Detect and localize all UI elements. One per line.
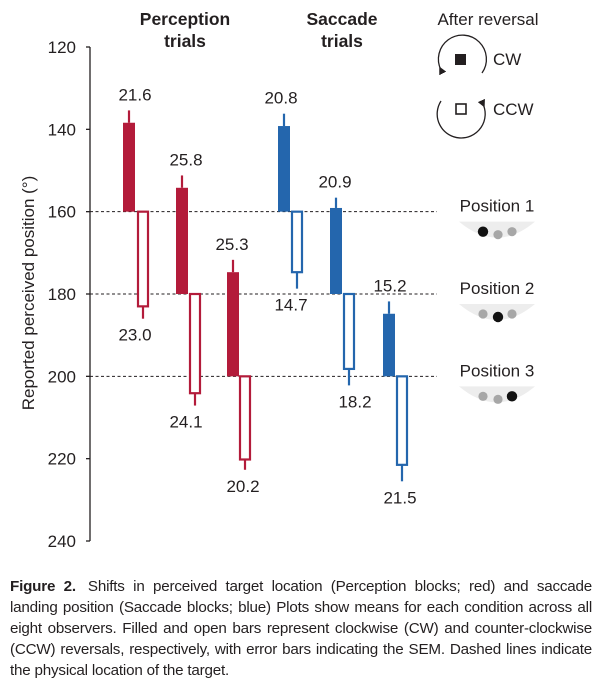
data-label: 23.0 [118,326,151,345]
clockwise-arrow-icon [437,34,488,76]
distractor-dot-icon [493,394,503,404]
distractor-dot-icon [507,227,517,237]
data-label: 20.9 [318,173,351,192]
legend-title: After reversal [437,10,538,29]
distractor-dot-icon [507,309,517,319]
group-title-line1: Perception [140,9,230,29]
data-label: 14.7 [274,296,307,315]
open-square-icon [455,103,467,115]
bar-cw [278,126,290,212]
filled-square-icon [455,54,466,65]
y-tick-label: 160 [48,203,76,222]
group-title-line2: trials [321,31,363,51]
data-label: 20.8 [264,89,297,108]
group-title-line1: Saccade [306,9,377,29]
legend-item-cw: CW [437,34,521,76]
y-tick-label: 220 [48,450,76,469]
position-label: Position 2 [460,279,535,298]
target-dot-icon [492,311,504,323]
position-label: Position 3 [460,361,535,380]
counter-clockwise-arrow-icon [436,98,486,139]
legend-label-ccw: CCW [493,100,534,119]
group-title-saccade: Saccade trials [306,9,377,51]
data-label: 24.1 [169,413,202,432]
data-label: 15.2 [373,276,406,295]
bar-ccw [136,210,150,308]
bar-cw [227,272,239,377]
data-label: 25.3 [215,235,248,254]
bar-ccw [395,375,409,466]
data-label: 25.8 [169,150,202,169]
bar-cw [123,122,135,212]
data-label: 21.5 [383,488,416,507]
position-indicator-2: Position 2 [459,279,535,323]
data-label: 21.6 [118,85,151,104]
legend: After reversal CW CCW [436,10,539,139]
target-dot-icon [506,391,518,402]
caption-text: Shifts in perceived target location (Per… [10,578,592,679]
y-tick-label: 140 [48,120,76,139]
distractor-dot-icon [493,230,503,240]
chart: 120 140 160 180 200 220 240 21.6 23.0 25.8 24.1 25… [19,9,539,551]
caption-label: Figure 2. [10,578,76,595]
data-label: 18.2 [338,392,371,411]
bar-cw [383,313,395,377]
bar-ccw [238,375,252,461]
y-tick-label: 180 [48,285,76,304]
position-indicator-1: Position 1 [459,197,535,240]
group-title-perception: Perception trials [140,9,230,51]
legend-item-ccw: CCW [436,98,534,139]
position-indicator-3: Position 3 [459,361,535,404]
position-label: Position 1 [460,197,535,216]
target-dot-icon [477,226,489,237]
bar-cw [330,207,342,294]
y-axis-title: Reported perceived position (°) [19,176,38,411]
y-tick-label: 200 [48,367,76,386]
bar-ccw [188,292,202,395]
legend-label-cw: CW [493,50,521,69]
bar-ccw [342,292,356,371]
group-title-line2: trials [164,31,206,51]
data-label: 20.2 [226,477,259,496]
bar-cw [176,187,188,294]
distractor-dot-icon [478,391,488,401]
distractor-dot-icon [478,309,488,319]
y-tick-label: 120 [48,38,76,57]
y-tick-label: 240 [48,532,76,551]
figure-caption: Figure 2. Shifts in perceived target loca… [10,576,592,681]
bar-ccw [290,210,304,274]
